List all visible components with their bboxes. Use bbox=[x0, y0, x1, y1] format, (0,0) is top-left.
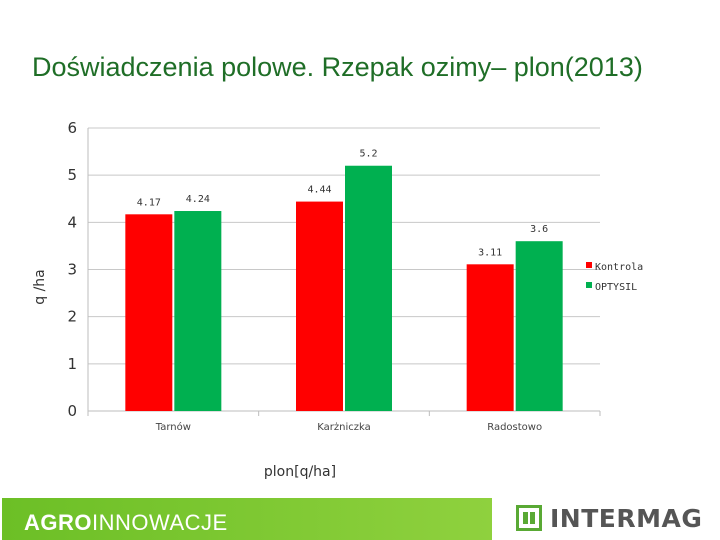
y-tick-label: 6 bbox=[67, 119, 77, 137]
agroinnowacje-logo: AGROINNOWACJE bbox=[24, 510, 228, 536]
y-axis-ticks: 0 1 2 3 4 5 6 bbox=[67, 119, 77, 420]
data-label: 5.2 bbox=[359, 149, 377, 160]
legend-label: OPTYSIL bbox=[595, 282, 637, 293]
agro-logo-regular: INNOWACJE bbox=[92, 510, 228, 535]
bar-optysil-2 bbox=[515, 241, 563, 411]
bar-kontrola-0 bbox=[125, 214, 173, 411]
page-title: Doświadczenia polowe. Rzepak ozimy– plon… bbox=[32, 52, 643, 82]
y-tick-label: 2 bbox=[67, 308, 77, 326]
legend-swatch bbox=[586, 262, 592, 268]
footer-band bbox=[2, 498, 492, 540]
category-label: Radostowo bbox=[487, 422, 542, 433]
y-tick-label: 1 bbox=[67, 355, 77, 373]
data-label: 4.44 bbox=[307, 185, 331, 196]
data-label: 4.24 bbox=[186, 194, 210, 205]
data-label: 3.6 bbox=[530, 224, 548, 235]
chart-gridlines bbox=[87, 127, 601, 416]
legend-label: Kontrola bbox=[595, 262, 643, 273]
data-labels: 4.17 4.24 4.44 5.2 3.11 3.6 bbox=[137, 149, 548, 259]
y-tick-label: 5 bbox=[67, 166, 77, 184]
y-axis-title: q /ha bbox=[32, 269, 48, 305]
intermag-square-logo-icon bbox=[516, 505, 542, 531]
agro-logo-bold: AGRO bbox=[24, 510, 92, 535]
intermag-logo: INTERMAG bbox=[516, 502, 702, 534]
x-axis-title: plon[q/ha] bbox=[264, 464, 336, 480]
data-label: 3.11 bbox=[478, 247, 502, 258]
intermag-brand-text: INTERMAG bbox=[550, 503, 703, 533]
bar-chart: 0 1 2 3 4 5 6 4.17 4.24 4.44 5.2 3.11 3.6 Tarnów Kar… bbox=[32, 119, 643, 480]
bar-optysil-1 bbox=[345, 165, 392, 411]
y-tick-label: 3 bbox=[67, 261, 77, 279]
y-tick-label: 0 bbox=[67, 402, 77, 420]
bar-optysil-0 bbox=[174, 211, 222, 411]
bar-kontrola-1 bbox=[296, 201, 343, 411]
chart-legend: Kontrola OPTYSIL bbox=[586, 262, 643, 293]
data-label: 4.17 bbox=[137, 197, 161, 208]
y-tick-label: 4 bbox=[67, 213, 77, 231]
category-label: Tarnów bbox=[155, 421, 191, 433]
legend-swatch bbox=[586, 282, 592, 288]
category-labels: Tarnów Karżniczka Radostowo bbox=[155, 421, 542, 433]
category-label: Karżniczka bbox=[317, 422, 370, 433]
bar-kontrola-2 bbox=[466, 264, 514, 411]
chart-bars bbox=[125, 165, 563, 411]
